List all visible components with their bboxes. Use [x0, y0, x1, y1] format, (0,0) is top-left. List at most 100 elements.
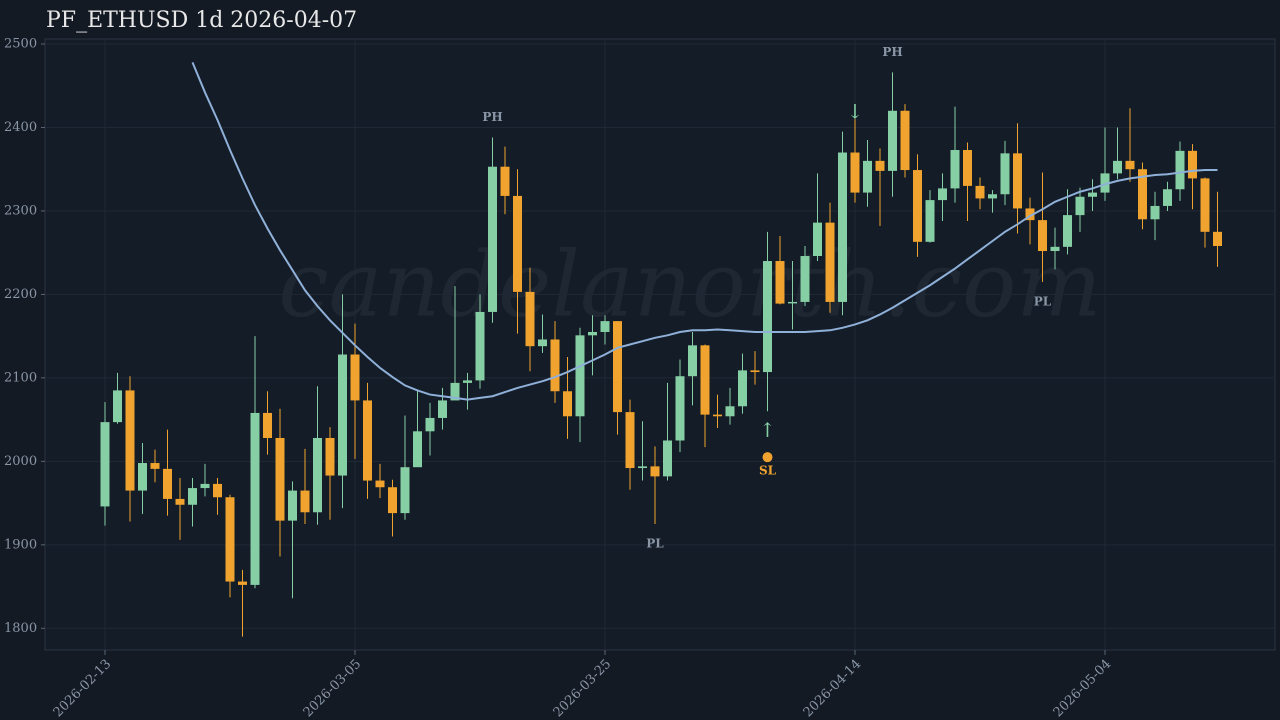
candle-body — [1075, 196, 1085, 216]
candle-body — [1100, 173, 1110, 193]
plot-area — [44, 38, 1276, 651]
candle-body — [1125, 160, 1135, 170]
y-tick-label: 2200 — [4, 287, 37, 302]
candle-body — [913, 170, 922, 242]
candle-body — [1138, 169, 1147, 220]
candle-body — [838, 152, 847, 302]
candle-body — [663, 440, 672, 477]
candle-body — [1175, 150, 1185, 190]
candle-body — [200, 483, 210, 489]
candle-body — [1038, 220, 1047, 252]
candle-body — [225, 497, 235, 582]
candle-body — [1163, 189, 1172, 206]
candle-body — [600, 321, 610, 332]
candle-body — [525, 291, 535, 347]
candle-body — [213, 483, 222, 498]
candle-body — [775, 261, 785, 304]
candle-body — [813, 222, 822, 257]
y-tick-label: 2100 — [4, 370, 37, 385]
candle-body — [138, 463, 147, 491]
candle-body — [250, 412, 260, 585]
candle-body — [1213, 231, 1222, 247]
candle-body — [475, 311, 485, 381]
candle-body — [238, 581, 247, 585]
stop-loss-dot — [762, 452, 773, 463]
y-tick-label: 2300 — [4, 203, 37, 218]
candle-body — [313, 437, 322, 513]
y-tick-label: 2400 — [4, 120, 37, 135]
candle-body — [1063, 215, 1072, 247]
signal-arrow: ↓ — [847, 100, 864, 124]
candle-body — [1050, 246, 1060, 252]
candle-body — [875, 160, 885, 171]
candle-body — [788, 301, 797, 304]
candle-body — [163, 468, 172, 499]
candle-body — [363, 400, 372, 481]
candle-body — [675, 376, 685, 441]
y-tick-label: 2500 — [4, 37, 37, 52]
candle-body — [425, 417, 435, 432]
candle-body — [188, 488, 197, 505]
candle-body — [375, 480, 385, 488]
candle-body — [800, 256, 810, 302]
stop-loss-label: SL — [759, 464, 777, 478]
candle-body — [963, 150, 972, 186]
candle-body — [1188, 150, 1197, 179]
candle-body — [1000, 153, 1010, 195]
y-tick-label: 1900 — [4, 537, 37, 552]
pivot-label: PL — [646, 536, 664, 550]
candle-body — [500, 166, 510, 196]
candle-body — [850, 152, 860, 193]
candle-body — [625, 412, 635, 469]
candle-body — [950, 150, 960, 189]
candle-body — [288, 490, 297, 521]
candle-body — [463, 380, 472, 383]
candle-body — [638, 466, 647, 469]
signal-arrow: ↑ — [759, 418, 776, 442]
candle-body — [650, 466, 660, 477]
candle-body — [400, 467, 410, 514]
candle-body — [900, 110, 910, 171]
candle-body — [713, 414, 722, 417]
candle-body — [925, 200, 935, 242]
y-tick-label: 2000 — [4, 454, 37, 469]
candle-body — [438, 400, 447, 418]
candle-body — [700, 345, 710, 415]
candle-body — [825, 222, 835, 302]
candle-body — [988, 194, 997, 199]
candle-body — [888, 110, 897, 171]
candle-body — [275, 437, 285, 521]
watermark: candelanorth.com — [278, 232, 1101, 337]
candle-body — [513, 195, 522, 292]
candle-body — [1150, 205, 1160, 220]
candle-body — [863, 160, 872, 193]
candle-body — [100, 422, 110, 507]
candle-body — [938, 188, 947, 201]
candle-body — [150, 463, 160, 469]
candle-body — [688, 345, 697, 377]
candle-body — [263, 412, 272, 438]
candle-body — [450, 382, 460, 401]
candle-body — [388, 487, 397, 514]
candle-body — [1013, 153, 1022, 209]
moving-average — [191, 61, 1218, 401]
candle-body — [125, 390, 135, 491]
candle-body — [1113, 160, 1122, 174]
candle-body — [1088, 192, 1097, 197]
pivot-label: PH — [882, 45, 902, 59]
candle-body — [413, 431, 422, 468]
chart-title: PF_ETHUSD 1d 2026-04-07 — [46, 8, 357, 33]
candle-body — [575, 335, 585, 417]
candle-body — [325, 437, 335, 476]
candle-body — [538, 339, 547, 347]
candle-body — [488, 166, 497, 312]
candle-body — [563, 391, 572, 417]
candle-body — [613, 321, 622, 413]
candle-body — [338, 354, 347, 476]
pivot-label: PL — [1034, 294, 1052, 308]
pivot-label: PH — [482, 110, 502, 124]
candle-body — [750, 370, 760, 373]
candle-body — [975, 185, 985, 199]
